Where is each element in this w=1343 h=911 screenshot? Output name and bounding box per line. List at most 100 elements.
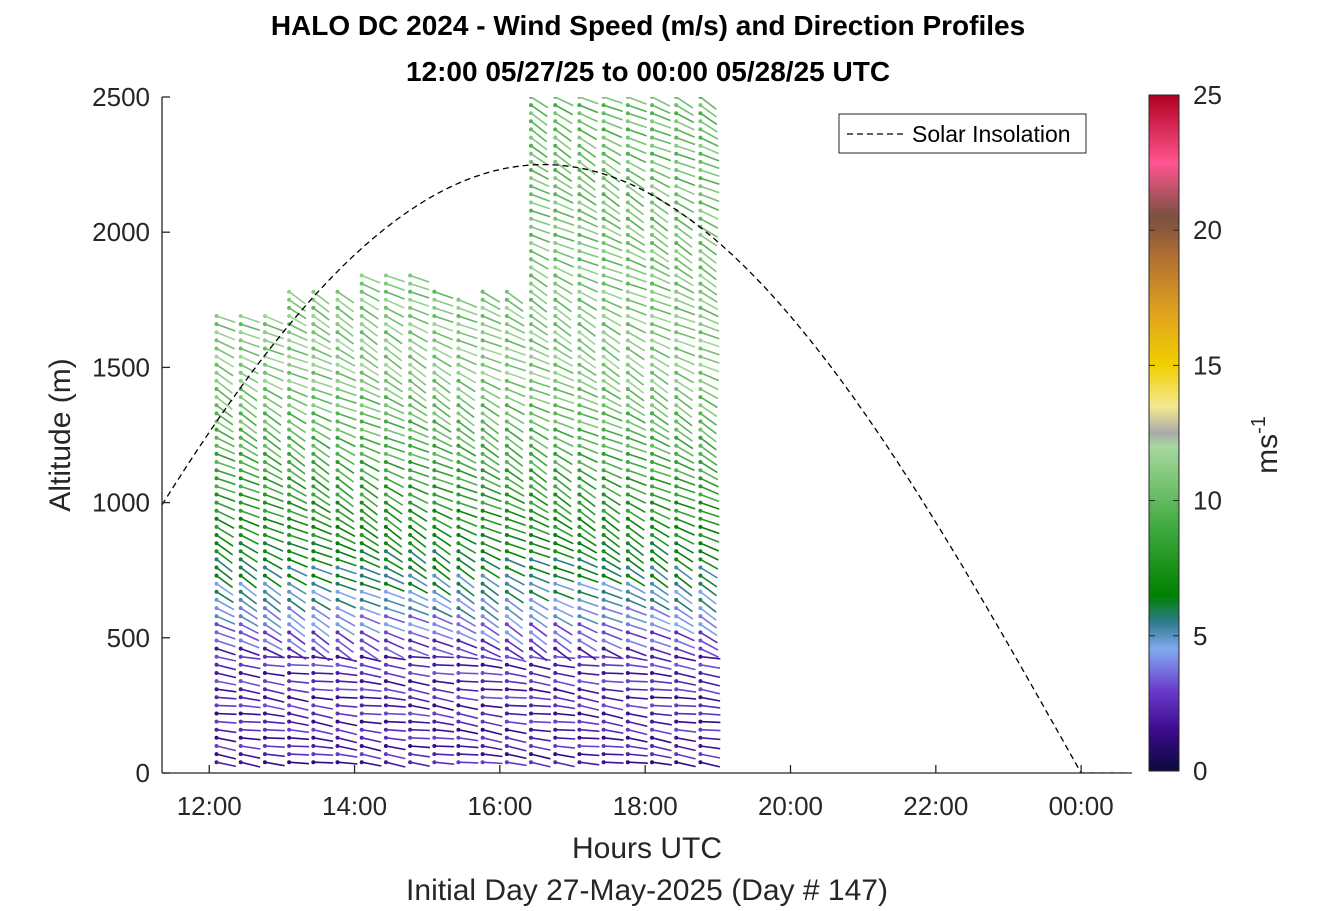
wind-barb-point (601, 273, 606, 278)
wind-barb-point (577, 419, 582, 424)
wind-barb-point (432, 557, 437, 562)
wind-barb (651, 583, 669, 596)
wind-barb (216, 396, 233, 411)
wind-barb-point (674, 419, 679, 424)
wind-barb (240, 615, 259, 627)
wind-barb (385, 307, 405, 318)
wind-barb (651, 169, 671, 180)
wind-barb (216, 388, 233, 402)
wind-barb-point (504, 305, 509, 310)
wind-barb-point (432, 533, 437, 537)
wind-barb (603, 323, 621, 336)
wind-barb (337, 615, 356, 627)
wind-barb (676, 680, 696, 686)
wind-barb-point (480, 614, 485, 619)
wind-barb-point (553, 216, 558, 221)
wind-barb (675, 104, 694, 117)
wind-barb (433, 599, 453, 611)
wind-barb-point (674, 589, 679, 594)
wind-barb (651, 347, 671, 359)
wind-barb (361, 274, 381, 284)
wind-barb-point (287, 330, 292, 335)
wind-barb-point (432, 622, 437, 627)
wind-barb (603, 136, 622, 148)
wind-barb-point (601, 719, 606, 724)
wind-barb (603, 534, 621, 548)
wind-barb-point (408, 354, 413, 359)
wind-barb (216, 518, 235, 530)
wind-barb (675, 631, 695, 642)
wind-barb-point (408, 549, 413, 554)
wind-barb-point (359, 289, 364, 294)
wind-barb (506, 299, 524, 312)
wind-barb (578, 145, 597, 158)
wind-barb (675, 234, 693, 248)
wind-barb-point (698, 265, 703, 270)
wind-barb-point (650, 614, 654, 619)
wind-barb (699, 599, 717, 613)
wind-barb-point (383, 484, 388, 489)
y-tick-label: 0 (136, 758, 150, 788)
y-tick-label: 1000 (92, 488, 150, 518)
wind-barb (433, 364, 452, 377)
wind-barb (651, 315, 672, 324)
wind-barb (457, 380, 476, 393)
wind-barb (288, 566, 308, 577)
wind-barb-point (359, 314, 364, 318)
wind-barb-point (480, 443, 485, 448)
wind-barb-point (650, 597, 654, 602)
wind-barb (361, 315, 379, 329)
wind-barb (337, 631, 355, 645)
wind-barb-point (432, 752, 437, 757)
wind-barb-point (432, 427, 437, 432)
wind-barb-point (262, 395, 267, 400)
wind-barb (313, 363, 333, 373)
wind-barb (506, 347, 526, 356)
wind-barb-point (432, 378, 437, 383)
wind-barb (312, 591, 332, 602)
wind-barb (530, 753, 551, 760)
wind-barb (675, 97, 694, 109)
wind-barb-point (577, 508, 582, 513)
wind-barb-point (529, 159, 533, 164)
wind-barb (627, 696, 648, 700)
wind-barb (627, 112, 648, 121)
wind-barb (409, 647, 429, 657)
wind-barb-point (214, 727, 219, 732)
wind-barb-point (625, 703, 630, 708)
wind-barb (651, 104, 671, 115)
wind-barb (410, 720, 431, 724)
wind-barb-point (408, 541, 413, 546)
wind-barb (554, 420, 575, 430)
wind-barb-point (577, 257, 582, 262)
wind-barb-point (577, 752, 582, 757)
wind-barb (506, 631, 524, 645)
colorbar-gradient (1148, 94, 1180, 772)
wind-barb (603, 688, 624, 693)
wind-barb-point (577, 281, 582, 286)
wind-barb (579, 753, 600, 757)
wind-barb (627, 128, 647, 137)
wind-barb (482, 469, 501, 481)
wind-barb-point (214, 476, 219, 481)
wind-barb-point (383, 581, 388, 586)
wind-barb-point (238, 638, 243, 643)
wind-barb (458, 696, 479, 702)
wind-barb (675, 509, 696, 519)
wind-barb-point (601, 581, 606, 586)
wind-barb-point (383, 589, 388, 594)
wind-barb (240, 315, 260, 324)
wind-barb-point (553, 241, 558, 245)
wind-barb-point (432, 322, 437, 327)
wind-barb-point (335, 476, 340, 481)
wind-barb-point (650, 468, 654, 473)
wind-barb (676, 745, 696, 752)
wind-barb-point (625, 395, 630, 400)
wind-barb (361, 712, 382, 716)
wind-barb (603, 623, 623, 632)
wind-barb (627, 347, 645, 361)
wind-barb (385, 315, 404, 327)
wind-barb (506, 607, 524, 621)
wind-barb-point (625, 630, 630, 635)
wind-barb-point (553, 516, 558, 521)
